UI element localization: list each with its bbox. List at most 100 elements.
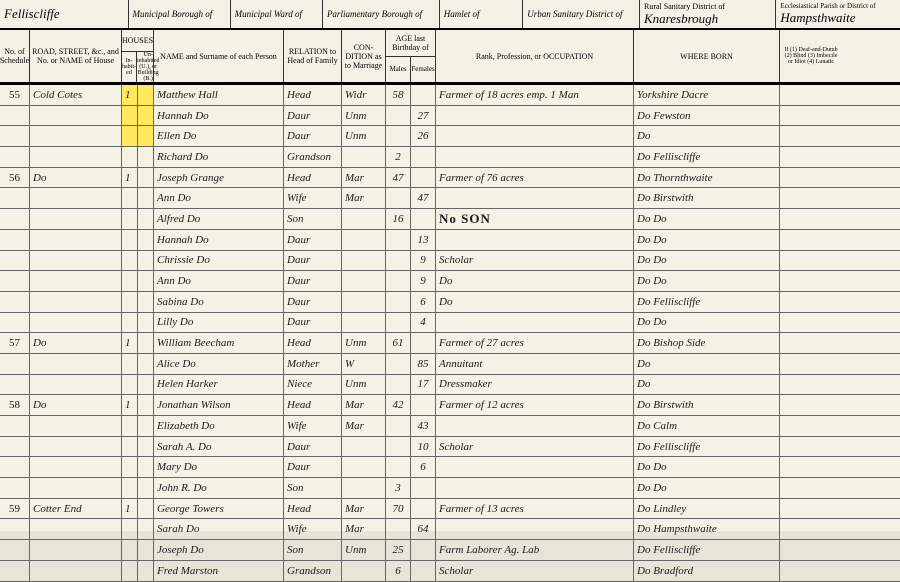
cell-occ: Do: [436, 271, 634, 291]
census-row: 56Do1Joseph GrangeHeadMar47Farmer of 76 …: [0, 168, 900, 189]
cell-name: Ellen Do: [154, 126, 284, 146]
census-row: Alfred DoSon16No SONDo Do: [0, 209, 900, 230]
cell-h2: [138, 519, 154, 539]
cell-no: [0, 126, 30, 146]
cell-no: [0, 271, 30, 291]
cell-agef: 6: [411, 292, 436, 312]
cell-cond: Mar: [342, 188, 386, 208]
cell-h2: [138, 271, 154, 291]
cell-road: [30, 271, 122, 291]
cell-h2: [138, 395, 154, 415]
cell-cond: [342, 457, 386, 477]
cell-if: [780, 333, 842, 353]
cell-occ: Dressmaker: [436, 375, 634, 395]
cell-agem: 6: [386, 561, 411, 581]
cell-if: [780, 561, 842, 581]
cell-name: Jonathan Wilson: [154, 395, 284, 415]
cell-agem: [386, 230, 411, 250]
cell-if: [780, 354, 842, 374]
cell-no: [0, 375, 30, 395]
cell-h1: 1: [122, 499, 138, 519]
civil-parish-cell: Felliscliffe: [0, 0, 129, 28]
cell-h2: [138, 561, 154, 581]
cell-rel: Mother: [284, 354, 342, 374]
hdr-occupation: Rank, Profession, or OCCUPATION: [436, 30, 634, 82]
cell-rel: Son: [284, 540, 342, 560]
cell-if: [780, 437, 842, 457]
cell-h1: [122, 478, 138, 498]
cell-occ: Farmer of 27 acres: [436, 333, 634, 353]
cell-no: [0, 437, 30, 457]
cell-born: Do Do: [634, 478, 780, 498]
cell-cond: Mar: [342, 416, 386, 436]
cell-born: Do Do: [634, 457, 780, 477]
cell-no: [0, 209, 30, 229]
cell-h1: [122, 313, 138, 333]
cell-no: [0, 416, 30, 436]
census-row: Richard DoGrandson2Do Felliscliffe: [0, 147, 900, 168]
cell-cond: Widr: [342, 85, 386, 105]
cell-occ: [436, 457, 634, 477]
cell-occ: Scholar: [436, 251, 634, 271]
hdr-relation: RELATION to Head of Family: [284, 30, 342, 82]
rural-cell: Rural Sanitary District of Knaresbrough: [640, 0, 776, 28]
cell-no: 58: [0, 395, 30, 415]
cell-occ: [436, 416, 634, 436]
cell-rel: Wife: [284, 519, 342, 539]
cell-name: Mary Do: [154, 457, 284, 477]
cell-born: Do Felliscliffe: [634, 437, 780, 457]
cell-agem: [386, 457, 411, 477]
cell-occ: Farmer of 76 acres: [436, 168, 634, 188]
cell-no: [0, 188, 30, 208]
cell-no: 59: [0, 499, 30, 519]
cell-road: [30, 478, 122, 498]
hdr-condition: CON-DITION as to Marriage: [342, 30, 386, 82]
cell-no: [0, 147, 30, 167]
cell-if: [780, 209, 842, 229]
cell-if: [780, 313, 842, 333]
cell-agef: [411, 333, 436, 353]
cell-cond: Unm: [342, 540, 386, 560]
cell-cond: Mar: [342, 395, 386, 415]
cell-if: [780, 499, 842, 519]
cell-h1: [122, 188, 138, 208]
cell-h2: [138, 230, 154, 250]
cell-no: [0, 292, 30, 312]
cell-if: [780, 375, 842, 395]
cell-agef: [411, 395, 436, 415]
census-row: Hannah DoDaur13Do Do: [0, 230, 900, 251]
cell-cond: [342, 251, 386, 271]
cell-h2: [138, 478, 154, 498]
cell-agem: [386, 354, 411, 374]
cell-h2: [138, 85, 154, 105]
cell-if: [780, 126, 842, 146]
cell-born: Do Thornthwaite: [634, 168, 780, 188]
cell-agem: 70: [386, 499, 411, 519]
cell-born: Do Birstwith: [634, 395, 780, 415]
cell-h2: [138, 209, 154, 229]
cell-if: [780, 457, 842, 477]
cell-name: Joseph Do: [154, 540, 284, 560]
cell-name: Fred Marston: [154, 561, 284, 581]
cell-agem: [386, 416, 411, 436]
cell-born: Do Lindley: [634, 499, 780, 519]
cell-occ: [436, 147, 634, 167]
cell-road: Do: [30, 395, 122, 415]
cell-agem: [386, 519, 411, 539]
cell-rel: Head: [284, 395, 342, 415]
cell-agem: 3: [386, 478, 411, 498]
cell-name: Sarah A. Do: [154, 437, 284, 457]
cell-rel: Head: [284, 85, 342, 105]
cell-no: 57: [0, 333, 30, 353]
cell-name: Elizabeth Do: [154, 416, 284, 436]
cell-h1: [122, 519, 138, 539]
census-row: Hannah DoDaurUnm27Do Fewston: [0, 106, 900, 127]
cell-road: Do: [30, 168, 122, 188]
cell-h2: [138, 147, 154, 167]
cell-if: [780, 478, 842, 498]
cell-agem: [386, 437, 411, 457]
cell-h2: [138, 437, 154, 457]
cell-born: Do: [634, 354, 780, 374]
cell-h2: [138, 292, 154, 312]
cell-rel: Head: [284, 333, 342, 353]
